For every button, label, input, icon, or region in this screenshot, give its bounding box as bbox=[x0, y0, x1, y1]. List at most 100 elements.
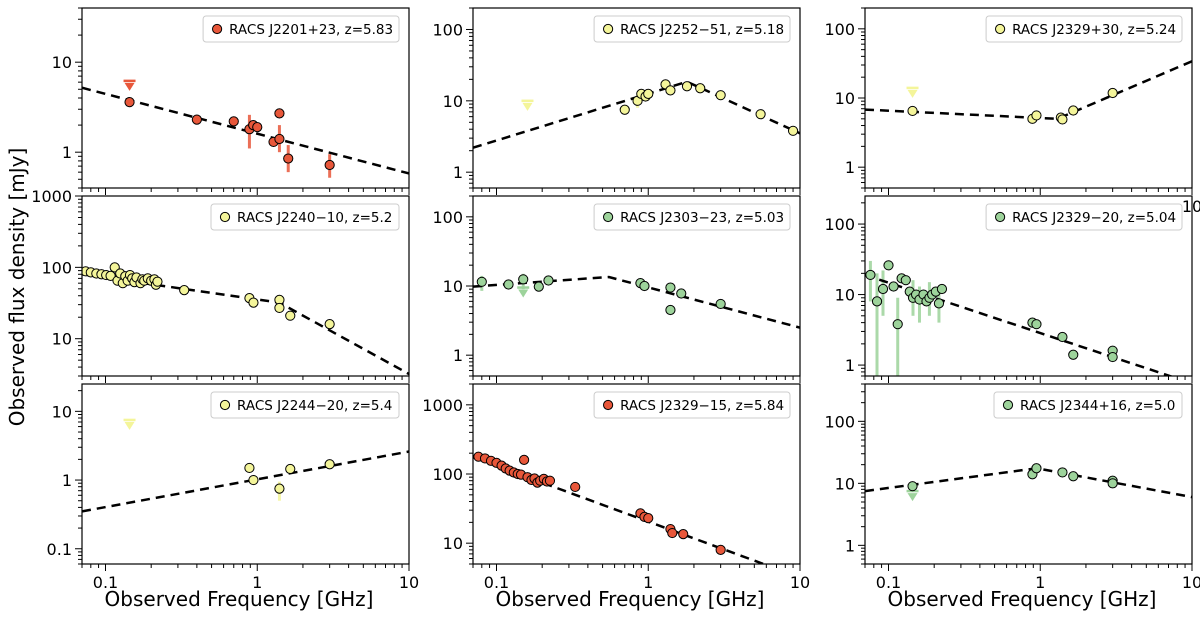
y-tick-label: 10 bbox=[52, 53, 72, 72]
legend: RACS J2344+16, z=5.0 bbox=[993, 391, 1183, 419]
data-point bbox=[681, 81, 693, 92]
data-point bbox=[324, 159, 335, 171]
data-point bbox=[248, 474, 259, 486]
data-point bbox=[105, 270, 116, 281]
data-point bbox=[883, 260, 894, 271]
data-point bbox=[877, 283, 889, 295]
plot-area bbox=[865, 60, 1192, 125]
x-tick-label: 10 bbox=[399, 573, 419, 592]
panel-frame bbox=[864, 383, 1193, 565]
panel-frame bbox=[472, 195, 801, 377]
data-point bbox=[274, 133, 285, 145]
y-tick-label: 10 bbox=[835, 474, 855, 493]
y-tick-label: 10 bbox=[443, 277, 463, 296]
legend-marker bbox=[995, 211, 1006, 223]
data-point bbox=[285, 463, 296, 475]
upper-limit-marker bbox=[521, 99, 534, 111]
y-tick-label: 100 bbox=[41, 258, 72, 277]
data-point bbox=[248, 297, 259, 308]
legend-marker bbox=[219, 211, 231, 223]
y-tick-label: 100 bbox=[432, 208, 463, 227]
model-fit-line bbox=[865, 60, 1192, 121]
data-point bbox=[715, 544, 726, 555]
y-tick-label: 1000 bbox=[422, 396, 463, 415]
y-tick-label: 100 bbox=[432, 465, 463, 484]
panel-5: 1 10 100 RACS J2303−23, z=5.03 bbox=[432, 195, 801, 383]
x-tick-label: 0.1 bbox=[93, 573, 118, 592]
data-point bbox=[619, 104, 630, 115]
legend: RACS J2252−51, z=5.18 bbox=[593, 15, 791, 43]
data-point bbox=[676, 288, 687, 299]
plot-area bbox=[82, 79, 409, 178]
panel-frame bbox=[81, 195, 410, 377]
y-tick-label: 100 bbox=[824, 412, 855, 431]
data-point bbox=[244, 462, 255, 474]
data-point bbox=[476, 276, 487, 287]
upper-limit-marker bbox=[123, 418, 136, 430]
data-point bbox=[695, 83, 706, 94]
upper-limit-arrow bbox=[124, 421, 135, 430]
data-point bbox=[543, 275, 554, 286]
legend-label: RACS J2329−20, z=5.04 bbox=[1012, 210, 1176, 226]
y-tick-label: 1000 bbox=[31, 187, 72, 206]
panel-frame bbox=[81, 383, 410, 565]
upper-limit-arrow bbox=[907, 493, 918, 502]
upper-limit-marker bbox=[906, 86, 919, 98]
data-point bbox=[285, 310, 296, 321]
data-point bbox=[871, 296, 883, 307]
data-point bbox=[665, 282, 676, 293]
x-axis-label-right: Observed Frequency [GHz] bbox=[888, 587, 1157, 611]
x-tick-label: 10 bbox=[1182, 573, 1200, 592]
legend-label: RACS J2244−20, z=5.4 bbox=[237, 398, 392, 414]
y-tick-label: 1 bbox=[62, 143, 72, 162]
plot-area bbox=[473, 79, 800, 149]
upper-limit-marker bbox=[123, 79, 136, 91]
data-point bbox=[1031, 463, 1042, 474]
plot-area bbox=[473, 451, 768, 564]
y-tick-label: 10 bbox=[443, 92, 463, 111]
data-point bbox=[518, 274, 529, 285]
x-axis-label-left: Observed Frequency [GHz] bbox=[105, 587, 374, 611]
legend-label: RACS J2252−51, z=5.18 bbox=[620, 22, 784, 38]
legend-marker bbox=[603, 211, 614, 223]
data-point bbox=[643, 88, 654, 100]
y-tick-label: 1 bbox=[453, 163, 463, 182]
upper-limit-marker bbox=[517, 286, 530, 298]
data-point bbox=[1107, 351, 1118, 363]
data-point bbox=[124, 97, 135, 108]
legend: RACS J2244−20, z=5.4 bbox=[210, 391, 400, 419]
y-tick-label: 10 bbox=[835, 286, 855, 305]
y-tick-label: 0.1 bbox=[47, 540, 72, 559]
data-point bbox=[678, 529, 689, 540]
data-point bbox=[274, 108, 285, 119]
data-point bbox=[274, 302, 285, 314]
x-tick-label: 10 bbox=[790, 573, 810, 592]
data-point bbox=[907, 105, 918, 117]
data-point bbox=[191, 114, 202, 125]
legend-label: RACS J2240−10, z=5.2 bbox=[237, 210, 392, 226]
legend-box bbox=[210, 391, 400, 419]
legend: RACS J2329−15, z=5.84 bbox=[593, 391, 791, 419]
plot-area bbox=[82, 418, 409, 513]
upper-limit-arrow bbox=[907, 89, 918, 98]
data-point bbox=[665, 85, 676, 96]
data-point bbox=[1031, 319, 1042, 330]
legend-marker bbox=[1002, 399, 1014, 411]
x-axis-label-middle: Observed Frequency [GHz] bbox=[496, 587, 765, 611]
panel-2: 1 10 100 RACS J2252−51, z=5.18 bbox=[432, 7, 801, 195]
data-point bbox=[933, 298, 945, 309]
legend-box bbox=[993, 391, 1183, 419]
legend: RACS J2303−23, z=5.03 bbox=[593, 203, 791, 231]
x-tick-label: 0.1 bbox=[876, 573, 901, 592]
panel-frame bbox=[864, 7, 1193, 189]
data-point bbox=[865, 269, 876, 281]
legend: RACS J2201+23, z=5.83 bbox=[202, 15, 400, 43]
legend-label: RACS J2329+30, z=5.24 bbox=[1012, 22, 1176, 38]
figure-y-axis-label: Observed flux density [mJy] bbox=[5, 148, 29, 427]
y-tick-label: 1 bbox=[845, 356, 855, 375]
upper-limit-marker bbox=[906, 489, 919, 502]
data-point bbox=[1107, 478, 1118, 489]
x-tick-label: 0.1 bbox=[484, 573, 509, 592]
data-point bbox=[152, 276, 163, 287]
